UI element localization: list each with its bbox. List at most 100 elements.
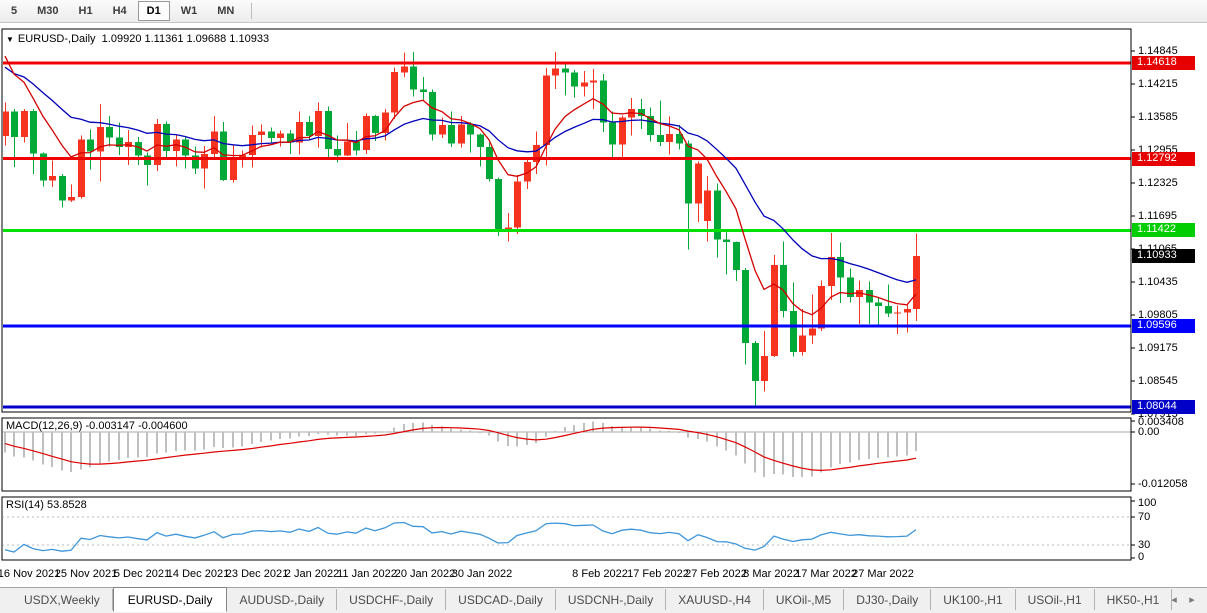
timeframe-button-h4[interactable]: H4: [112, 5, 127, 17]
time-axis-label: 8 Feb 2022: [572, 568, 628, 580]
macd-histogram-bar: [32, 432, 34, 461]
price-axis-label: 1.14215: [1138, 77, 1178, 90]
candle: [363, 113, 370, 154]
candle: [420, 76, 427, 100]
candle: [809, 294, 816, 345]
macd-histogram-bar: [298, 432, 300, 437]
chart-tab-hk50-h1[interactable]: HK50-,H1: [1095, 589, 1173, 610]
candle: [495, 177, 502, 237]
rsi-layer: [3, 516, 1131, 553]
candle: [448, 111, 455, 148]
macd-histogram-bar: [203, 432, 205, 450]
candle: [201, 146, 208, 189]
macd-histogram-bar: [165, 432, 167, 453]
chart-tab-usdcnh-daily[interactable]: USDCNH-,Daily: [556, 589, 667, 610]
rsi-axis-label: 70: [1138, 511, 1151, 523]
chart-tab-usdx-weekly[interactable]: USDX,Weekly: [12, 589, 113, 610]
candle: [847, 268, 854, 303]
candle: [600, 73, 607, 132]
chart-tab-xauusd-h4[interactable]: XAUUSD-,H4: [666, 589, 764, 610]
macd-histogram-bar: [564, 427, 566, 432]
candle: [78, 135, 85, 199]
candle: [562, 63, 569, 96]
candle: [552, 51, 559, 89]
macd-histogram-bar: [336, 432, 338, 436]
price-axis-label: 1.08545: [1138, 374, 1178, 387]
chart-tab-eurusd-daily[interactable]: EURUSD-,Daily: [112, 587, 228, 612]
macd-histogram-bar: [915, 432, 917, 451]
macd-histogram-bar: [251, 432, 253, 445]
macd-histogram-bar: [820, 432, 822, 473]
candle: [116, 122, 123, 155]
macd-histogram-bar: [260, 432, 262, 442]
macd-histogram-bar: [118, 432, 120, 461]
macd-histogram-bar: [697, 432, 699, 439]
macd-histogram-bar: [611, 425, 613, 432]
timeframe-button-d1[interactable]: D1: [137, 1, 170, 21]
macd-histogram-bar: [811, 432, 813, 477]
macd-values: -0.003147 -0.004600: [85, 420, 188, 432]
time-axis-label: 14 Dec 2021: [166, 568, 230, 580]
macd-axis-label: 0.00: [1138, 426, 1160, 438]
chart-tab-usdchf-daily[interactable]: USDCHF-,Daily: [337, 589, 447, 610]
candle: [524, 158, 531, 189]
tab-scroll-left-button[interactable]: ◂: [1171, 594, 1177, 606]
price-level-badge: 1.08044: [1132, 400, 1195, 415]
candle: [799, 309, 806, 356]
candle: [315, 102, 322, 148]
macd-histogram-bar: [393, 427, 395, 432]
chart-tab-audusd-daily[interactable]: AUDUSD-,Daily: [227, 589, 338, 610]
macd-signal-line: [4, 426, 917, 472]
chart-tab-usoil-h1[interactable]: USOil-,H1: [1016, 589, 1095, 610]
macd-histogram-bar: [744, 432, 746, 464]
time-axis-label: 8 Mar 2022: [743, 568, 799, 580]
chart-tab-uk100-h1[interactable]: UK100-,H1: [931, 589, 1016, 610]
macd-histogram-bar: [51, 432, 53, 468]
macd-histogram-bar: [782, 432, 784, 475]
macd-histogram-bar: [422, 422, 424, 432]
macd-histogram-bar: [213, 432, 215, 447]
expand-triangle-icon[interactable]: ▼: [6, 35, 14, 44]
chart-tab-ukoil-m5[interactable]: UKOil-,M5: [764, 589, 845, 610]
chart-title: ▼ EURUSD-,Daily 1.09920 1.11361 1.09688 1…: [6, 33, 269, 45]
macd-histogram-bar: [621, 426, 623, 432]
macd-histogram-bar: [403, 424, 405, 432]
candle: [761, 331, 768, 392]
time-axis-label: 27 Mar 2022: [852, 568, 914, 580]
timeframe-button-h1[interactable]: H1: [78, 5, 93, 17]
candle: [676, 125, 683, 150]
price-axis-label: 1.10435: [1138, 275, 1178, 288]
macd-histogram-bar: [887, 432, 889, 458]
ohlc-values: 1.09920 1.11361 1.09688 1.10933: [101, 33, 270, 45]
macd-histogram-bar: [222, 432, 224, 449]
chart-tab-usdcad-daily[interactable]: USDCAD-,Daily: [446, 589, 556, 610]
timeframe-button-m30[interactable]: M30: [37, 5, 59, 17]
macd-histogram-bar: [127, 432, 129, 459]
time-axis-label: 2 Jan 2022: [284, 568, 340, 580]
macd-histogram-bar: [573, 424, 575, 432]
tab-scroll-right-button[interactable]: ▸: [1189, 594, 1195, 606]
candle: [458, 116, 465, 148]
macd-histogram-bar: [61, 432, 63, 471]
macd-histogram-bar: [365, 432, 367, 434]
macd-histogram-bar: [232, 432, 234, 448]
ma-slow-line: [4, 66, 917, 283]
timeframe-button-w1[interactable]: W1: [180, 5, 198, 17]
macd-histogram-bar: [659, 430, 661, 432]
macd-histogram-bar: [270, 432, 272, 441]
macd-histogram-bar: [289, 432, 291, 439]
candle: [3, 102, 9, 146]
timeframe-button-5[interactable]: 5: [11, 5, 18, 17]
price-axis-label: 1.12325: [1138, 176, 1178, 189]
macd-histogram-bar: [858, 432, 860, 461]
timeframe-button-mn[interactable]: MN: [217, 5, 235, 17]
rsi-line: [4, 521, 917, 553]
macd-histogram-bar: [441, 426, 443, 432]
candle: [913, 233, 920, 322]
macd-histogram-bar: [640, 426, 642, 432]
chart-tab-dj30-daily[interactable]: DJ30-,Daily: [844, 589, 932, 610]
candle: [49, 160, 56, 187]
macd-histogram-bar: [488, 432, 490, 436]
candle: [220, 122, 227, 182]
